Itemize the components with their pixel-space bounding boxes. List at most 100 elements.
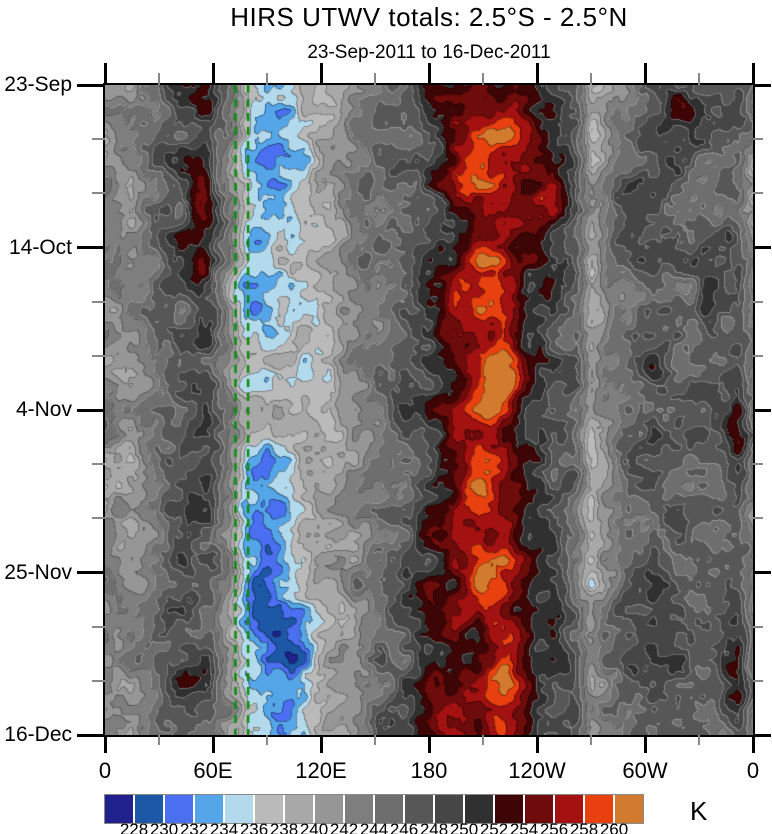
colorbar-swatch — [255, 795, 283, 823]
colorbar-swatch — [465, 795, 493, 823]
y-major-tick — [753, 571, 771, 574]
colorbar-tick-label: 248 — [419, 820, 449, 834]
colorbar-tick-label: 238 — [269, 820, 299, 834]
x-major-tick — [319, 63, 323, 85]
y-minor-tick — [753, 138, 763, 141]
colorbar-tick-label: 256 — [539, 820, 569, 834]
x-tick-label: 60E — [193, 758, 233, 783]
x-major-tick — [643, 63, 647, 85]
x-tick-label: 60W — [622, 758, 668, 783]
y-minor-tick — [92, 517, 105, 520]
x-major-tick — [535, 63, 539, 85]
colorbar-swatch — [615, 795, 643, 823]
colorbar-tick-label: 260 — [599, 820, 629, 834]
x-major-tick — [535, 735, 539, 753]
colorbar-swatch — [435, 795, 463, 823]
colorbar-tick-label: 240 — [299, 820, 329, 834]
y-minor-tick — [92, 625, 105, 628]
x-minor-tick — [158, 73, 160, 85]
y-major-tick — [753, 83, 771, 87]
colorbar-swatch — [165, 795, 193, 823]
x-minor-tick — [482, 735, 484, 745]
colorbar-swatch — [105, 795, 133, 823]
y-minor-tick — [753, 300, 763, 303]
x-tick-label: 0 — [98, 758, 112, 783]
y-major-tick — [77, 408, 105, 412]
x-minor-tick — [698, 735, 700, 745]
y-tick-label: 23-Sep — [4, 73, 72, 96]
colorbar-swatch — [135, 795, 163, 823]
x-minor-tick — [590, 73, 592, 85]
y-major-tick — [77, 246, 105, 249]
x-minor-tick — [374, 73, 376, 85]
x-tick-label: 180 — [410, 758, 448, 783]
contour-field-canvas — [105, 85, 753, 735]
x-major-tick — [211, 63, 215, 85]
page-subtitle: 23-Sep-2011 to 16-Dec-2011 — [307, 42, 551, 63]
x-tick-label: 120E — [295, 758, 347, 783]
x-minor-tick — [158, 735, 160, 745]
colorbar-tick-label: 252 — [479, 820, 509, 834]
colorbar-swatch — [225, 795, 253, 823]
colorbar-swatch — [555, 795, 583, 823]
colorbar-tick-label: 254 — [509, 820, 539, 834]
y-minor-tick — [92, 138, 105, 141]
y-minor-tick — [753, 463, 763, 466]
y-major-tick — [77, 571, 105, 574]
colorbar-swatch — [525, 795, 553, 823]
y-minor-tick — [92, 463, 105, 466]
y-tick-label: 4-Nov — [15, 398, 72, 421]
y-major-tick — [77, 733, 105, 737]
y-minor-tick — [753, 192, 763, 195]
y-major-tick — [77, 83, 105, 87]
y-minor-tick — [92, 300, 105, 303]
x-minor-tick — [482, 73, 484, 85]
colorbar-swatch — [345, 795, 373, 823]
y-tick-label: 16-Dec — [4, 723, 72, 746]
x-major-tick — [427, 63, 431, 85]
colorbar — [104, 794, 644, 824]
y-major-tick — [753, 246, 771, 249]
colorbar-swatch — [405, 795, 433, 823]
colorbar-tick-label: 230 — [149, 820, 179, 834]
x-tick-label: 0 — [746, 758, 760, 783]
y-minor-tick — [92, 192, 105, 195]
page-title: HIRS UTWV totals: 2.5°S - 2.5°N — [230, 2, 628, 32]
x-minor-tick — [374, 735, 376, 745]
y-minor-tick — [92, 354, 105, 357]
colorbar-swatch — [315, 795, 343, 823]
x-minor-tick — [266, 735, 268, 745]
colorbar-swatch — [285, 795, 313, 823]
y-minor-tick — [753, 517, 763, 520]
colorbar-tick-label: 250 — [449, 820, 479, 834]
colorbar-tick-label: 258 — [569, 820, 599, 834]
colorbar-tick-label: 236 — [239, 820, 269, 834]
colorbar-swatch — [375, 795, 403, 823]
y-major-tick — [753, 733, 771, 737]
colorbar-units-label: K — [690, 796, 708, 826]
colorbar-swatch — [495, 795, 523, 823]
y-tick-label: 14-Oct — [8, 235, 72, 259]
colorbar-tick-label: 232 — [179, 820, 209, 834]
colorbar-tick-label: 228 — [119, 820, 149, 834]
colorbar-tick-label: 246 — [389, 820, 419, 834]
x-major-tick — [103, 63, 107, 85]
x-minor-tick — [266, 73, 268, 85]
x-minor-tick — [590, 735, 592, 745]
x-major-tick — [427, 735, 431, 753]
y-minor-tick — [753, 679, 763, 682]
x-minor-tick — [698, 73, 700, 85]
x-tick-label: 120W — [508, 758, 566, 783]
colorbar-tick-label: 242 — [329, 820, 359, 834]
colorbar-tick-label: 234 — [209, 820, 239, 834]
colorbar-swatch — [195, 795, 223, 823]
y-minor-tick — [753, 625, 763, 628]
y-major-tick — [753, 408, 771, 412]
x-major-tick — [751, 735, 755, 753]
x-major-tick — [211, 735, 215, 753]
x-major-tick — [319, 735, 323, 753]
y-minor-tick — [753, 354, 763, 357]
y-tick-label: 25-Nov — [4, 560, 72, 584]
x-major-tick — [103, 735, 107, 753]
